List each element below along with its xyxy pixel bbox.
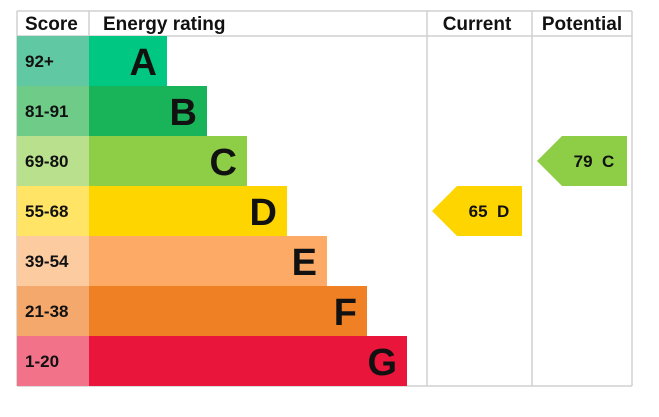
score-range-D: 55-68 [25, 202, 68, 221]
band-bar-C [89, 136, 247, 186]
score-range-A: 92+ [25, 52, 54, 71]
score-range-G: 1-20 [25, 352, 59, 371]
band-letter-B: B [170, 92, 197, 134]
score-cell-B [17, 86, 89, 136]
band-bar-F [89, 286, 367, 336]
score-cell-F [17, 286, 89, 336]
band-bar-G [89, 336, 407, 386]
band-bar-D [89, 186, 287, 236]
score-cell-A [17, 36, 89, 86]
band-letter-D: D [250, 192, 277, 234]
band-letter-C: C [210, 142, 237, 184]
score-range-F: 21-38 [25, 302, 68, 321]
band-letter-E: E [292, 242, 317, 284]
potential-rating-arrow [537, 136, 627, 186]
potential-rating-label: 79 C [574, 152, 615, 171]
score-range-C: 69-80 [25, 152, 68, 171]
band-letter-A: A [130, 42, 157, 84]
current-rating-arrow [432, 186, 522, 236]
score-cell-E [17, 236, 89, 286]
band-letter-G: G [367, 342, 397, 384]
header-potential: Potential [542, 14, 622, 35]
header-current: Current [443, 14, 512, 35]
band-letter-F: F [334, 292, 357, 334]
score-cell-G [17, 336, 89, 386]
band-bar-E [89, 236, 327, 286]
score-range-B: 81-91 [25, 102, 68, 121]
score-range-E: 39-54 [25, 252, 69, 271]
score-cell-D [17, 186, 89, 236]
current-rating-label: 65 D [469, 202, 510, 221]
band-bar-B [89, 86, 207, 136]
header-energy-rating: Energy rating [103, 14, 225, 35]
header-score: Score [25, 14, 78, 35]
score-cell-C [17, 136, 89, 186]
band-bar-A [89, 36, 167, 86]
